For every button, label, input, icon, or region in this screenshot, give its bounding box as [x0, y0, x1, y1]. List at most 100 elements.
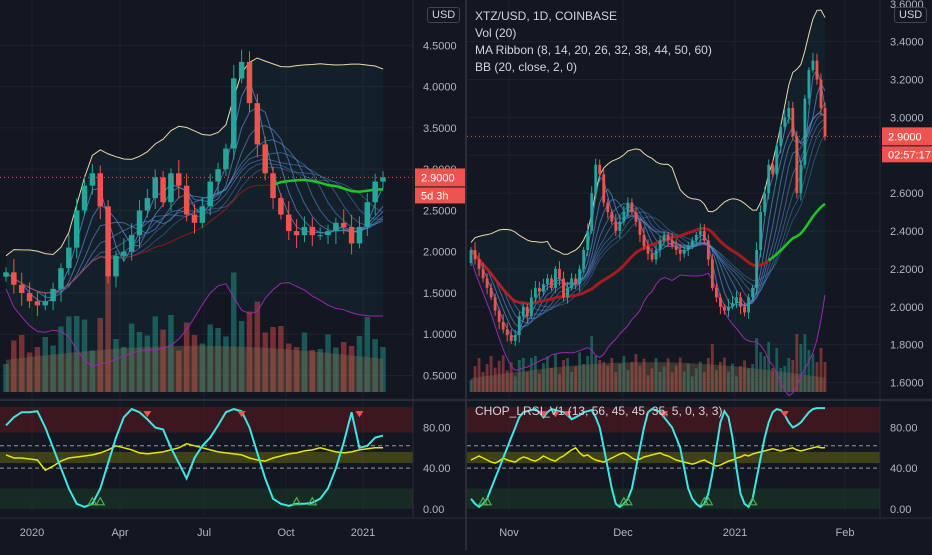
symbol-title[interactable]: XTZ/USD, 1D, COINBASE — [475, 9, 618, 23]
countdown-tag — [882, 146, 932, 163]
indicator-bollinger[interactable]: BB (20, close, 2, 0) — [475, 60, 578, 74]
x-tick-label: Nov — [499, 527, 519, 539]
right-chart-panel[interactable]: 3.40003.20003.00002.80002.60002.40002.20… — [467, 0, 932, 550]
candle-body — [690, 240, 694, 247]
right-currency-button[interactable]: USD — [894, 7, 928, 23]
buy-marker — [482, 496, 493, 506]
y-tick-label: 0.5000 — [423, 370, 457, 382]
bollinger-upper — [470, 9, 826, 255]
candle-body — [710, 259, 714, 288]
y-tick-label: 2.5000 — [423, 205, 457, 217]
volume-bar — [168, 315, 174, 392]
candle-body — [662, 234, 666, 241]
volume-bar — [662, 366, 666, 392]
volume-bar — [638, 365, 642, 392]
volume-bar — [493, 367, 497, 392]
candle-body — [578, 268, 582, 285]
volume-bar — [698, 361, 702, 392]
volume-bar — [566, 358, 569, 392]
candle-body — [469, 249, 473, 264]
candle-body — [622, 212, 626, 222]
candle-body — [473, 249, 477, 260]
candle-body — [317, 235, 323, 237]
price-tag — [882, 127, 932, 146]
buy-marker — [747, 496, 758, 506]
candle-body — [278, 198, 284, 215]
candle-body — [590, 193, 594, 232]
volume-bar — [521, 358, 525, 392]
candle-body — [819, 79, 823, 108]
ma-ribbon-line — [5, 125, 384, 294]
x-tick-label: Feb — [836, 527, 855, 539]
volume-bar — [674, 365, 678, 392]
volume-bar — [348, 346, 355, 392]
volume-bar — [364, 317, 371, 392]
volume-bar — [755, 338, 759, 392]
y-tick-label: 3.2000 — [890, 75, 924, 87]
candle-body — [618, 221, 622, 232]
volume-bar — [340, 342, 347, 392]
left-chart-canvas[interactable]: 4.50004.00003.50003.00002.50002.00001.50… — [0, 0, 467, 550]
candle-body — [521, 306, 525, 317]
candle-body — [807, 70, 811, 99]
left-currency-button[interactable]: USD — [427, 7, 461, 23]
volume-bar — [3, 364, 9, 392]
candle-body — [191, 214, 198, 223]
candle-body — [176, 173, 182, 186]
left-chart-panel[interactable]: 4.50004.00003.50003.00002.50002.00001.50… — [0, 0, 467, 550]
candle-body — [811, 60, 815, 71]
candle-body — [537, 287, 541, 292]
oscillator-legend[interactable]: CHOP_LRSI_V1 (13, 56, 45, 45, 35, 5, 0, … — [475, 404, 723, 418]
chop-zone — [467, 451, 880, 464]
volume-bar — [58, 326, 64, 392]
panel-divider[interactable] — [465, 0, 467, 550]
candle-body — [646, 246, 650, 254]
volume-bar — [714, 370, 718, 392]
candle-body — [562, 278, 565, 298]
candle-body — [97, 173, 103, 207]
indicator-volume[interactable]: Vol (20) — [475, 26, 517, 40]
volume-bar — [622, 356, 626, 392]
y-tick-label: 1.5000 — [423, 288, 457, 300]
volume-bar — [815, 362, 819, 392]
volume-bar — [223, 336, 229, 392]
ma-ribbon-line — [470, 112, 826, 325]
indicator-ma-ribbon[interactable]: MA Ribbon (8, 14, 20, 26, 32, 38, 44, 50… — [475, 43, 712, 57]
volume-bar — [570, 372, 573, 392]
candle-body — [168, 173, 174, 203]
candle-body — [301, 226, 308, 236]
candle-body — [42, 301, 49, 306]
candle-body — [642, 234, 646, 247]
candle-body — [81, 185, 88, 211]
volume-bar — [113, 339, 119, 392]
x-tick-label: Oct — [277, 527, 294, 539]
volume-bar — [654, 358, 658, 392]
volume-bar — [710, 344, 714, 392]
candle-body — [775, 145, 779, 175]
volume-bar — [634, 354, 638, 392]
volume-bar — [666, 358, 670, 392]
volume-bar — [81, 319, 88, 392]
right-chart-canvas[interactable]: 3.40003.20003.00002.80002.60002.40002.20… — [467, 0, 932, 550]
volume-bar — [262, 332, 268, 392]
buy-marker — [87, 496, 98, 506]
volume-bar — [582, 364, 586, 392]
candle-body — [550, 278, 553, 288]
volume-bar — [550, 368, 553, 392]
candle-body — [582, 249, 586, 269]
y-tick-label: 4.0000 — [423, 82, 457, 94]
candle-body — [658, 240, 662, 250]
candle-body — [638, 221, 642, 235]
volume-bar — [215, 328, 221, 392]
candle-body — [501, 321, 505, 330]
candle-body — [626, 202, 630, 213]
sell-marker — [780, 411, 789, 418]
volume-bar — [727, 371, 730, 392]
volume-bar — [630, 362, 634, 392]
y-tick-label: 2.6000 — [890, 188, 924, 200]
volume-bar — [477, 358, 481, 392]
volume-bar — [317, 349, 323, 392]
volume-ma-area — [471, 362, 825, 392]
candle-body — [795, 136, 799, 194]
x-tick-label: 2020 — [20, 527, 44, 539]
